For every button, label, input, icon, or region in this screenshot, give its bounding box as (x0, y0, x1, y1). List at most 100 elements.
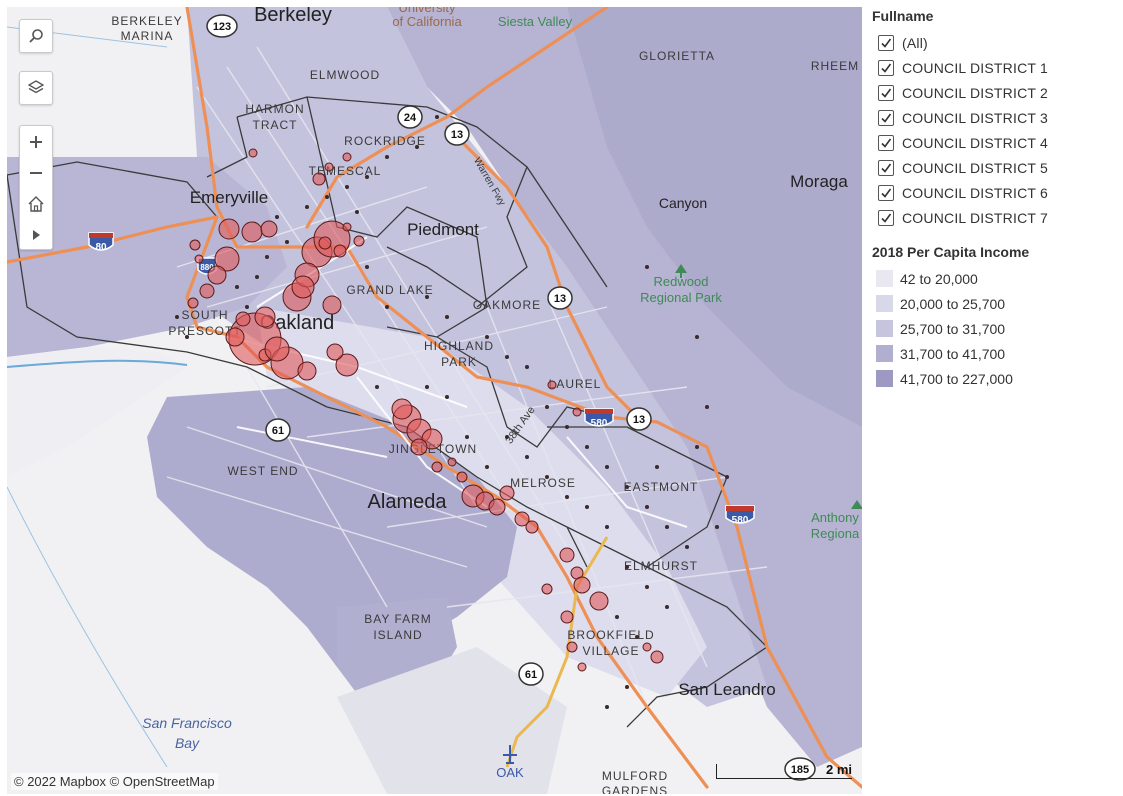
incident-point[interactable] (635, 635, 639, 639)
legend-item[interactable]: 20,000 to 25,700 (872, 291, 1117, 316)
incident-point[interactable] (565, 495, 569, 499)
incident-marker[interactable] (214, 246, 240, 272)
map-view[interactable]: Berkeley BERKELEY MARINA University of C… (7, 7, 862, 794)
layers-icon[interactable] (20, 72, 52, 103)
filter-item[interactable]: COUNCIL DISTRICT 2 (872, 80, 1117, 105)
incident-point[interactable] (265, 255, 269, 259)
incident-point[interactable] (645, 265, 649, 269)
legend-item[interactable]: 42 to 20,000 (872, 266, 1117, 291)
incident-point[interactable] (585, 505, 589, 509)
incident-point[interactable] (585, 445, 589, 449)
incident-point[interactable] (365, 175, 369, 179)
incident-point[interactable] (645, 585, 649, 589)
plus-icon[interactable] (20, 126, 52, 157)
incident-marker[interactable] (572, 407, 582, 417)
incident-marker[interactable] (342, 152, 352, 162)
incident-marker[interactable] (642, 642, 652, 652)
incident-marker[interactable] (559, 547, 575, 563)
incident-point[interactable] (235, 285, 239, 289)
checkbox-checked-icon[interactable] (878, 109, 894, 126)
incident-point[interactable] (645, 505, 649, 509)
incident-point[interactable] (525, 455, 529, 459)
incident-point[interactable] (695, 335, 699, 339)
checkbox-checked-icon[interactable] (878, 184, 894, 201)
incident-marker[interactable] (650, 650, 664, 664)
incident-point[interactable] (715, 525, 719, 529)
incident-marker[interactable] (525, 520, 539, 534)
filter-item[interactable]: COUNCIL DISTRICT 5 (872, 155, 1117, 180)
checkbox-checked-icon[interactable] (878, 59, 894, 76)
checkbox-checked-icon[interactable] (878, 134, 894, 151)
incident-marker[interactable] (254, 306, 276, 328)
incident-point[interactable] (655, 465, 659, 469)
incident-marker[interactable] (577, 662, 587, 672)
incident-point[interactable] (385, 155, 389, 159)
play-arrow-icon[interactable] (20, 219, 52, 250)
incident-marker[interactable] (421, 428, 443, 450)
incident-point[interactable] (705, 405, 709, 409)
incident-point[interactable] (325, 195, 329, 199)
incident-point[interactable] (185, 335, 189, 339)
incident-marker[interactable] (333, 244, 347, 258)
filter-item[interactable]: COUNCIL DISTRICT 6 (872, 180, 1117, 205)
incident-point[interactable] (305, 205, 309, 209)
incident-marker[interactable] (499, 485, 515, 501)
incident-marker[interactable] (447, 457, 457, 467)
incident-point[interactable] (695, 445, 699, 449)
search-icon[interactable] (20, 20, 52, 51)
incident-marker[interactable] (260, 220, 278, 238)
incident-marker[interactable] (326, 343, 344, 361)
incident-point[interactable] (505, 435, 509, 439)
filter-item[interactable]: COUNCIL DISTRICT 3 (872, 105, 1117, 130)
incident-marker[interactable] (573, 576, 591, 594)
incident-point[interactable] (665, 525, 669, 529)
incident-marker[interactable] (342, 222, 352, 232)
incident-point[interactable] (445, 395, 449, 399)
incident-marker[interactable] (324, 162, 334, 172)
incident-point[interactable] (725, 475, 729, 479)
incident-marker[interactable] (391, 398, 413, 420)
incident-point[interactable] (545, 475, 549, 479)
incident-marker[interactable] (566, 641, 578, 653)
incident-point[interactable] (245, 305, 249, 309)
filter-item[interactable]: COUNCIL DISTRICT 4 (872, 130, 1117, 155)
incident-point[interactable] (525, 365, 529, 369)
incident-marker[interactable] (235, 311, 251, 327)
incident-marker[interactable] (589, 591, 609, 611)
incident-point[interactable] (255, 275, 259, 279)
incident-point[interactable] (485, 465, 489, 469)
incident-point[interactable] (355, 210, 359, 214)
incident-point[interactable] (605, 465, 609, 469)
incident-marker[interactable] (241, 221, 263, 243)
incident-point[interactable] (505, 355, 509, 359)
incident-point[interactable] (415, 145, 419, 149)
checkbox-checked-icon[interactable] (878, 34, 894, 51)
incident-point[interactable] (435, 115, 439, 119)
incident-point[interactable] (605, 525, 609, 529)
incident-marker[interactable] (431, 461, 443, 473)
incident-point[interactable] (565, 425, 569, 429)
incident-point[interactable] (385, 305, 389, 309)
incident-marker[interactable] (353, 235, 365, 247)
incident-point[interactable] (365, 265, 369, 269)
incident-marker[interactable] (312, 172, 326, 186)
incident-marker[interactable] (189, 239, 201, 251)
incident-marker[interactable] (456, 471, 468, 483)
legend-item[interactable]: 25,700 to 31,700 (872, 316, 1117, 341)
filter-item[interactable]: COUNCIL DISTRICT 1 (872, 55, 1117, 80)
incident-marker[interactable] (488, 498, 506, 516)
home-icon[interactable] (20, 188, 52, 219)
incident-marker[interactable] (322, 295, 342, 315)
map-search-control[interactable] (19, 19, 53, 53)
incident-point[interactable] (275, 215, 279, 219)
checkbox-checked-icon[interactable] (878, 159, 894, 176)
incident-marker[interactable] (291, 275, 315, 299)
incident-marker[interactable] (199, 283, 215, 299)
incident-marker[interactable] (297, 361, 317, 381)
incident-marker[interactable] (335, 353, 359, 377)
map-layers-control[interactable] (19, 71, 53, 105)
legend-item[interactable]: 31,700 to 41,700 (872, 341, 1117, 366)
incident-marker[interactable] (218, 218, 240, 240)
legend-item[interactable]: 41,700 to 227,000 (872, 366, 1117, 391)
incident-point[interactable] (345, 185, 349, 189)
